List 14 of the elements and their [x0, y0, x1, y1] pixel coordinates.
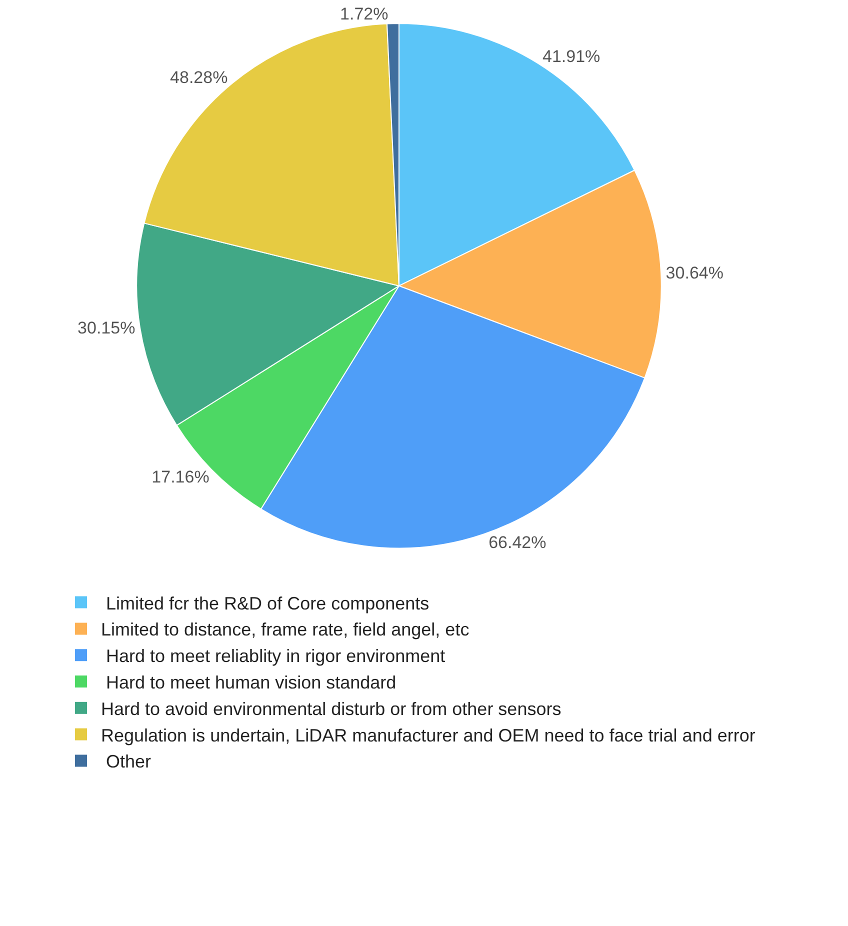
data-label: 30.15%: [78, 318, 136, 338]
data-label: 1.72%: [340, 4, 388, 24]
legend-label: Other: [101, 752, 152, 772]
data-label: 17.16%: [152, 467, 210, 486]
legend-label: Regulation is undertain, LiDAR manufacturer and OEM need to face trial and error: [101, 725, 756, 746]
data-label: 48.28%: [170, 68, 228, 87]
legend-label: Hard to meet human vision standard: [101, 672, 396, 693]
data-label: 41.91%: [542, 46, 600, 66]
data-label: 66.42%: [488, 533, 546, 552]
legend-label: Limited to distance, frame rate, field angel, etc: [101, 620, 470, 640]
data-label: 30.64%: [666, 264, 724, 282]
legend-label: Limited fcr the R&D of Core components: [101, 593, 430, 614]
legend-label: Hard to avoid environmental disturb or from other sensors: [101, 698, 562, 719]
legend-label: Hard to meet reliablity in rigor environment: [101, 646, 446, 666]
